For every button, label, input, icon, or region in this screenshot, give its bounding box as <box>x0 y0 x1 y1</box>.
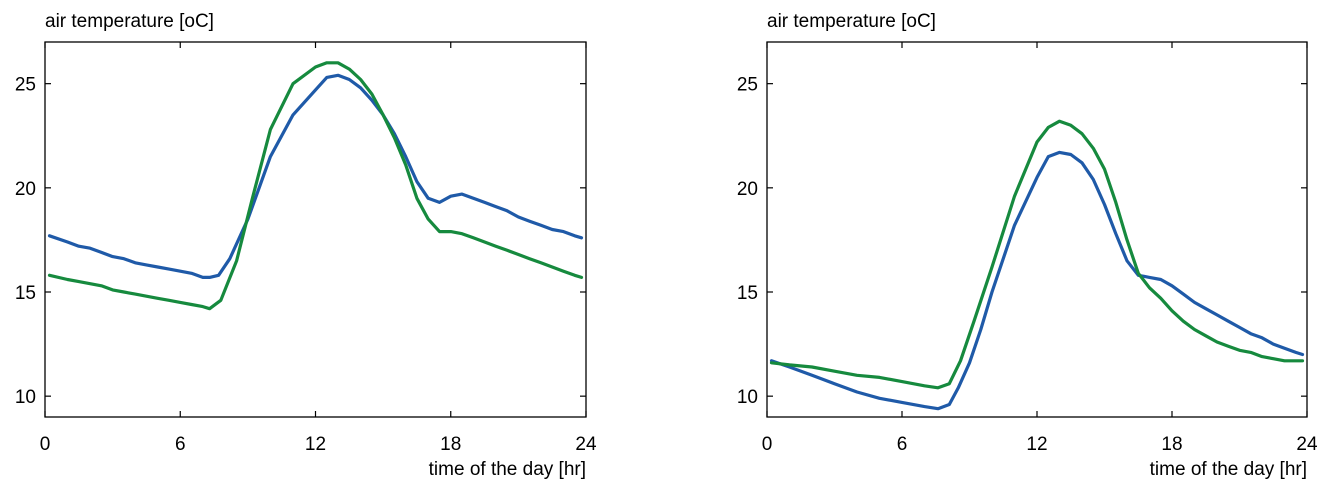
y-tick-label: 20 <box>737 179 758 200</box>
chart-panel-2: 0 6 12 18 24 10 15 20 25 air temperature [oC] time… <box>737 11 1318 480</box>
x-axis-label: time of the day [hr] <box>429 459 586 480</box>
y-tick-label: 25 <box>15 75 36 96</box>
x-axis-label: time of the day [hr] <box>1150 459 1307 480</box>
chart-panel-1: 0 6 12 18 24 10 15 20 25 air temperature [oC] time… <box>15 11 597 480</box>
x-tick-label: 12 <box>305 434 326 455</box>
y-tick-label: 10 <box>737 387 758 408</box>
y-axis-label: air temperature [oC] <box>767 11 936 32</box>
plot-frame <box>766 41 1308 418</box>
series-line-2 <box>47 61 584 311</box>
x-tick-label: 24 <box>1296 434 1318 455</box>
series-line-1 <box>769 150 1305 411</box>
x-tick-label: 0 <box>762 434 773 455</box>
y-axis-label: air temperature [oC] <box>45 11 214 32</box>
series-line-2 <box>769 119 1305 390</box>
x-tick-label: 18 <box>1161 434 1182 455</box>
x-tick-label: 6 <box>175 434 186 455</box>
series-line-1 <box>47 73 584 279</box>
y-tick-label: 15 <box>15 283 36 304</box>
x-tick-label: 18 <box>440 434 461 455</box>
y-tick-label: 25 <box>737 75 758 96</box>
y-tick-label: 10 <box>15 387 36 408</box>
y-tick-label: 20 <box>15 179 36 200</box>
plot-frame <box>44 41 587 418</box>
x-tick-label: 0 <box>40 434 51 455</box>
x-tick-label: 6 <box>897 434 908 455</box>
y-tick-label: 15 <box>737 283 758 304</box>
x-tick-label: 12 <box>1026 434 1047 455</box>
x-tick-label: 24 <box>575 434 597 455</box>
